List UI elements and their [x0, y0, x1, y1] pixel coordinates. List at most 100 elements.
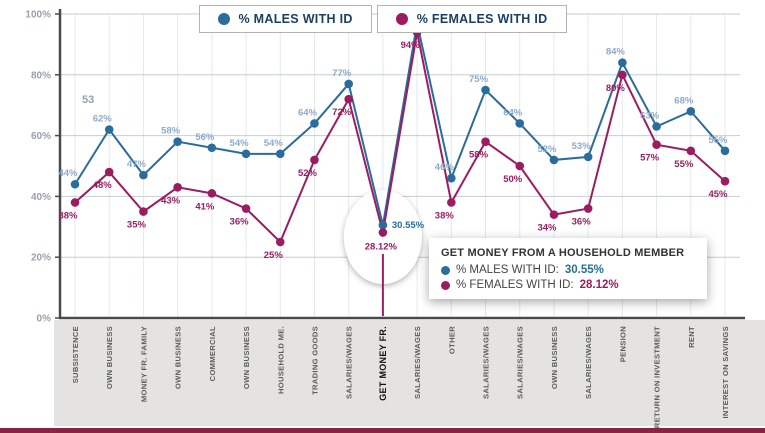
female-data-point[interactable]: [583, 204, 593, 213]
male-data-label: 84%: [606, 47, 626, 58]
highlight-female-value: 28.12%: [365, 242, 398, 253]
male-data-point[interactable]: [549, 155, 559, 165]
male-series-dot-icon: [217, 13, 230, 25]
female-data-label: 38%: [58, 210, 78, 221]
male-data-label: 64%: [503, 107, 523, 118]
female-data-point[interactable]: [618, 70, 627, 80]
male-series-dot-icon: [441, 265, 450, 275]
female-data-point[interactable]: [344, 94, 353, 104]
male-data-label: 46%: [435, 162, 455, 173]
male-data-point[interactable]: [583, 152, 593, 162]
tooltip-callout: GET MONEY FROM A HOUSEHOLD MEMBER % MALE…: [429, 238, 707, 299]
y-axis-tick-label: 0%: [37, 314, 52, 325]
female-data-label: 41%: [195, 201, 215, 212]
tooltip-male-label: % MALES WITH ID:: [456, 264, 559, 276]
male-data-point[interactable]: [344, 79, 353, 89]
male-data-point[interactable]: [481, 85, 490, 95]
male-data-label: 56%: [195, 132, 215, 143]
female-data-point[interactable]: [173, 182, 182, 192]
female-data-point[interactable]: [310, 155, 319, 165]
female-data-point[interactable]: [241, 204, 251, 213]
highlight-halo: [343, 190, 422, 284]
x-axis-label: RENT: [687, 326, 696, 348]
female-data-label: 43%: [161, 195, 181, 206]
x-axis-label: OTHER: [447, 326, 456, 354]
male-data-label: 52%: [537, 144, 557, 155]
female-data-point[interactable]: [549, 210, 559, 219]
female-data-label: 55%: [674, 159, 694, 170]
male-series-line: [74, 22, 726, 226]
tooltip-male-value: 30.55%: [564, 264, 604, 276]
x-axis-label: HOUSEHOLD ME.: [276, 326, 285, 394]
tooltip-title: GET MONEY FROM A HOUSEHOLD MEMBER: [441, 247, 685, 259]
female-data-point[interactable]: [720, 176, 730, 186]
tooltip-female-value: 28.12%: [579, 279, 619, 291]
chart-legend: % MALES WITH ID % FEMALES WITH ID: [198, 5, 567, 33]
female-data-point[interactable]: [481, 137, 490, 146]
male-data-point[interactable]: [139, 170, 148, 180]
female-data-label: 45%: [708, 189, 728, 200]
male-data-label: 75%: [469, 74, 489, 85]
x-axis-label: SALARIES/WAGES: [413, 326, 422, 399]
x-axis-label: SALARIES/WAGES: [584, 326, 593, 399]
male-data-point[interactable]: [310, 119, 319, 128]
female-data-label: 94%: [401, 40, 421, 51]
legend-item-females[interactable]: % FEMALES WITH ID: [376, 5, 567, 33]
female-data-point[interactable]: [447, 198, 456, 207]
female-data-point[interactable]: [378, 228, 388, 237]
female-data-point[interactable]: [70, 198, 80, 207]
male-data-point[interactable]: [275, 149, 285, 159]
female-data-point[interactable]: [686, 146, 696, 156]
female-data-label: 36%: [572, 217, 592, 228]
male-data-point[interactable]: [104, 125, 114, 134]
male-data-label: 55%: [708, 135, 728, 146]
male-data-point[interactable]: [378, 220, 388, 230]
y-axis-tick-label: 80%: [31, 70, 51, 81]
male-data-point[interactable]: [618, 58, 627, 67]
highlight-male-value: 30.55%: [392, 220, 425, 231]
male-data-point[interactable]: [207, 143, 217, 153]
x-axis-label: OWN BUSINESS: [105, 326, 114, 389]
x-axis-label: TRADING GOODS: [310, 326, 319, 395]
legend-item-males[interactable]: % MALES WITH ID: [198, 5, 372, 33]
x-axis-label: OWN BUSINESS: [174, 326, 183, 389]
female-data-point[interactable]: [515, 161, 525, 171]
female-data-label: 50%: [503, 174, 523, 185]
x-axis-label: MONEY FR. FAMILY: [139, 326, 148, 402]
female-data-label: 72%: [332, 107, 352, 118]
female-data-label: 58%: [469, 150, 489, 161]
tooltip-female-row: % FEMALES WITH ID: 28.12%: [441, 279, 695, 291]
female-data-point[interactable]: [139, 207, 148, 216]
male-data-label: 77%: [332, 68, 352, 79]
x-axis-label: RETURN ON INVESTMENT: [653, 326, 662, 428]
tooltip-male-row: % MALES WITH ID: 30.55%: [441, 264, 695, 276]
male-data-point[interactable]: [173, 137, 182, 146]
x-axis-label: SALARIES/WAGES: [516, 326, 525, 399]
male-data-label: 62%: [93, 114, 113, 125]
female-data-label: 34%: [537, 223, 557, 234]
male-data-point[interactable]: [447, 173, 456, 183]
legend-label-males: % MALES WITH ID: [238, 12, 353, 26]
female-data-point[interactable]: [652, 140, 661, 150]
y-axis-tick-label: 40%: [31, 192, 51, 203]
female-data-point[interactable]: [275, 237, 285, 247]
male-data-point[interactable]: [652, 122, 661, 131]
x-axis-label: SALARIES/WAGES: [482, 326, 491, 399]
male-data-point[interactable]: [515, 119, 525, 128]
x-axis-label: INTEREST ON SAVINGS: [721, 326, 730, 418]
male-data-point[interactable]: [70, 179, 80, 189]
y-axis-tick-label: 100%: [25, 10, 51, 21]
female-data-point[interactable]: [207, 189, 217, 198]
female-data-point[interactable]: [104, 167, 114, 177]
bottom-accent-strip: [0, 428, 765, 433]
male-data-label: 47%: [127, 159, 147, 170]
male-data-label: 54%: [264, 138, 284, 149]
male-data-point[interactable]: [686, 106, 696, 116]
female-data-label: 57%: [640, 153, 660, 164]
male-data-point[interactable]: [720, 146, 730, 156]
x-axis-label: COMMERCIAL: [208, 326, 217, 381]
male-data-point[interactable]: [241, 149, 251, 159]
female-data-label: 38%: [435, 210, 455, 221]
y-axis-tick-label: 60%: [31, 131, 51, 142]
